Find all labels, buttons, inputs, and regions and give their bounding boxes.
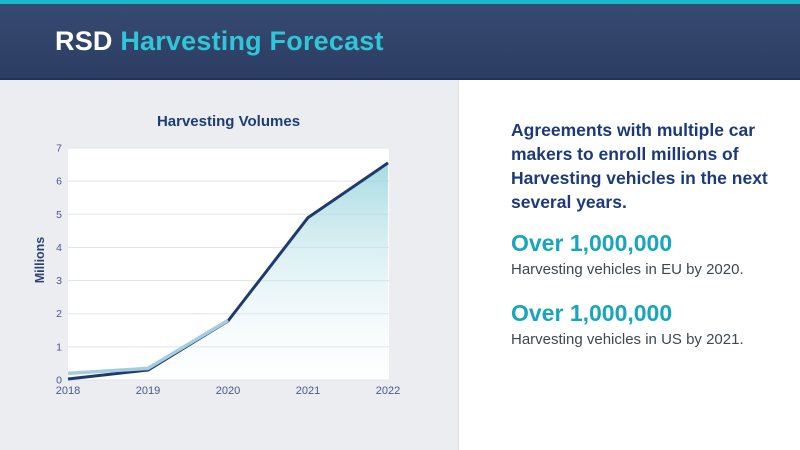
brand-name: RSD (55, 25, 113, 56)
page-title: RSD Harvesting Forecast (55, 26, 384, 57)
svg-text:2: 2 (56, 308, 62, 320)
chart-panel: Harvesting Volumes Millions 0 1 2 3 4 5 6 7 2018… (0, 80, 459, 450)
content-area: Harvesting Volumes Millions 0 1 2 3 4 5 6 7 2018… (0, 80, 800, 450)
header: RSD Harvesting Forecast (0, 4, 800, 80)
info-panel: Agreements with multiple car makers to e… (459, 80, 800, 450)
svg-text:2018: 2018 (56, 385, 80, 397)
top-accent-strip (0, 0, 800, 4)
svg-text:5: 5 (56, 209, 62, 221)
svg-text:2019: 2019 (136, 385, 160, 397)
svg-text:1: 1 (56, 341, 62, 353)
page-title-accent: Harvesting Forecast (120, 25, 384, 56)
stat-headline-eu: Over 1,000,000 (511, 230, 673, 256)
svg-text:2022: 2022 (376, 385, 400, 397)
stat-headline-us: Over 1,000,000 (511, 300, 673, 326)
stat-block-us: Over 1,000,000 Harvesting vehicles in US… (511, 300, 772, 350)
svg-text:3: 3 (56, 275, 62, 287)
svg-text:6: 6 (56, 176, 62, 188)
stat-detail-us: Harvesting vehicles in US by 2021. (511, 331, 744, 348)
svg-text:0: 0 (56, 375, 62, 387)
svg-text:7: 7 (56, 143, 62, 155)
harvesting-volumes-chart: 0 1 2 3 4 5 6 7 2018 2019 2020 2021 2022 (56, 143, 400, 398)
stat-detail-eu: Harvesting vehicles in EU by 2020. (511, 261, 744, 278)
stat-block-eu: Over 1,000,000 Harvesting vehicles in EU… (511, 230, 772, 280)
chart-title: Harvesting Volumes (156, 113, 301, 130)
svg-text:2021: 2021 (296, 385, 320, 397)
svg-text:2020: 2020 (216, 385, 240, 397)
lead-paragraph: Agreements with multiple car makers to e… (511, 120, 768, 212)
svg-text:4: 4 (56, 242, 62, 254)
